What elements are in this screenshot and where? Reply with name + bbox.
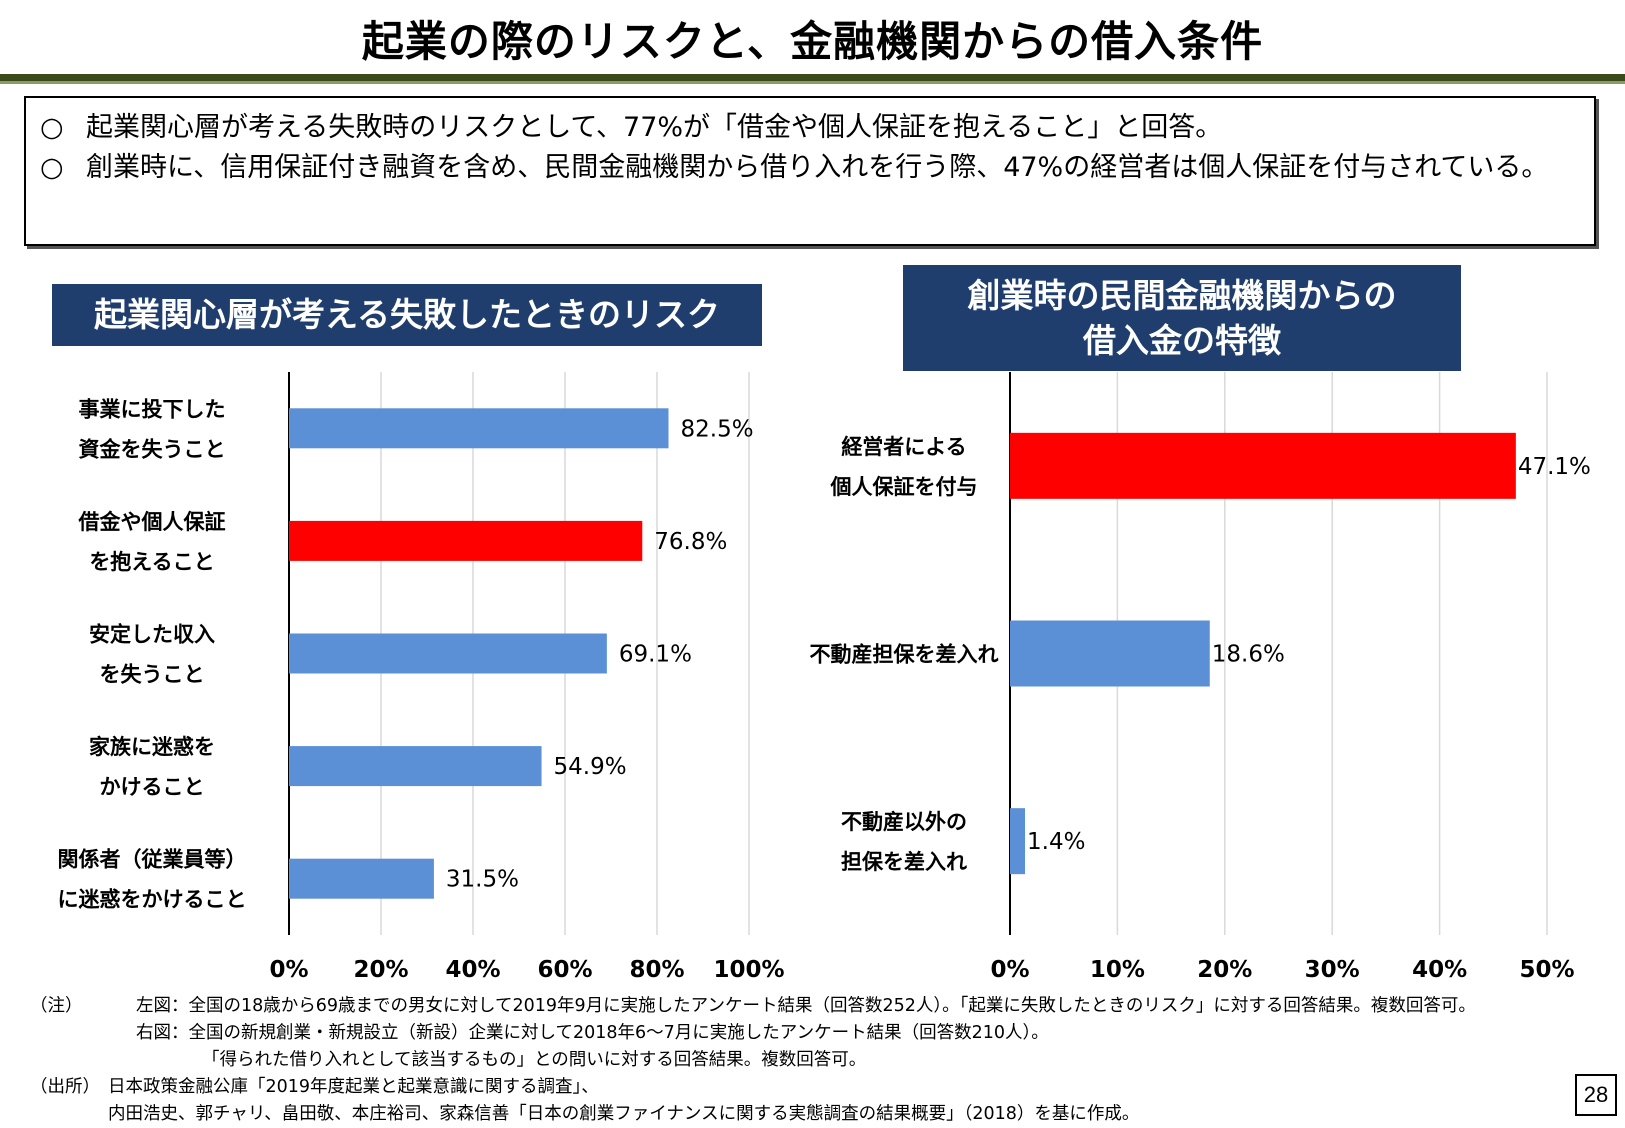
bar bbox=[1010, 620, 1210, 687]
footnote-text: 全国の18歳から69歳までの男女に対して2019年9月に実施したアンケート結果（… bbox=[188, 996, 1476, 1016]
left-chart-title: 起業関心層が考える失敗したときのリスク bbox=[52, 284, 762, 346]
footnote-label: 右図： bbox=[136, 1023, 189, 1043]
x-tick-label: 10% bbox=[1090, 957, 1145, 983]
data-label: 1.4% bbox=[1027, 829, 1085, 855]
footnote-text: 日本政策金融公庫「2019年度起業と起業意識に関する調査」、 bbox=[108, 1077, 599, 1097]
footnote-text: 「得られた借り入れとして該当するもの」との問いに対する回答結果。複数回答可。 bbox=[202, 1050, 867, 1070]
data-label: 82.5% bbox=[681, 416, 754, 442]
bar bbox=[1010, 808, 1026, 875]
circle-bullet-icon: ○ bbox=[40, 112, 64, 143]
right-chart-title-line: 借入金の特徴 bbox=[1083, 321, 1281, 360]
x-tick-label: 0% bbox=[269, 957, 308, 983]
footnote-row: （注） 左図： 全国の18歳から69歳までの男女に対して2019年9月に実施した… bbox=[30, 993, 1570, 1020]
category-label: に迷惑をかけること bbox=[58, 888, 247, 912]
summary-text: 創業時に、信用保証付き融資を含め、民間金融機関から借り入れを行う際、47%の経営… bbox=[86, 152, 1549, 183]
x-tick-label: 0% bbox=[990, 957, 1029, 983]
bar bbox=[289, 408, 669, 449]
footnote-key bbox=[30, 1020, 108, 1047]
category-label: 個人保証を付与 bbox=[830, 475, 978, 499]
summary-bullet: ○ 起業関心層が考える失敗時のリスクとして、77%が「借金や個人保証を抱えること… bbox=[40, 110, 1580, 146]
title-underline bbox=[0, 74, 1625, 81]
category-label: 借金や個人保証 bbox=[78, 510, 226, 534]
footnote-key: （出所） bbox=[30, 1077, 100, 1097]
footnote-row: 内田浩史、郭チャリ、畠田敬、本庄裕司、家森信善「日本の創業ファイナンスに関する実… bbox=[30, 1101, 1570, 1128]
category-label: 安定した収入 bbox=[89, 623, 215, 647]
footnote-label: 左図： bbox=[136, 996, 189, 1016]
category-label: 不動産以外の bbox=[841, 810, 967, 834]
data-label: 47.1% bbox=[1518, 454, 1591, 480]
bar bbox=[289, 520, 643, 561]
data-label: 76.8% bbox=[654, 529, 727, 555]
bar bbox=[289, 858, 434, 899]
category-label: 不動産担保を差入れ bbox=[810, 643, 999, 667]
data-label: 31.5% bbox=[446, 867, 519, 893]
category-label: を失うこと bbox=[100, 663, 205, 687]
right-chart-title: 創業時の民間金融機関からの 借入金の特徴 bbox=[903, 265, 1461, 371]
bar bbox=[289, 746, 542, 787]
category-label: 家族に迷惑を bbox=[89, 735, 215, 759]
summary-text: 起業関心層が考える失敗時のリスクとして、77%が「借金や個人保証を抱えること」と… bbox=[86, 112, 1223, 143]
data-label: 54.9% bbox=[554, 754, 627, 780]
title-underline-accent bbox=[0, 81, 1625, 84]
x-tick-label: 20% bbox=[353, 957, 408, 983]
x-tick-label: 30% bbox=[1305, 957, 1360, 983]
x-tick-label: 60% bbox=[537, 957, 592, 983]
footnotes: （注） 左図： 全国の18歳から69歳までの男女に対して2019年9月に実施した… bbox=[30, 993, 1570, 1128]
footnote-key bbox=[30, 1047, 108, 1074]
category-label: 事業に投下した bbox=[79, 397, 226, 421]
footnote-row: 右図： 全国の新規創業・新規設立（新設）企業に対して2018年6～7月に実施した… bbox=[30, 1020, 1570, 1047]
x-tick-label: 100% bbox=[713, 957, 784, 983]
right-chart-title-line: 創業時の民間金融機関からの bbox=[967, 276, 1397, 315]
data-label: 18.6% bbox=[1212, 642, 1285, 668]
page-title: 起業の際のリスクと、金融機関からの借入条件 bbox=[361, 17, 1264, 66]
summary-box: ○ 起業関心層が考える失敗時のリスクとして、77%が「借金や個人保証を抱えること… bbox=[24, 96, 1596, 246]
category-label: 関係者（従業員等） bbox=[58, 848, 247, 872]
category-label: 経営者による bbox=[841, 435, 966, 459]
footnote-key: （注） bbox=[30, 996, 83, 1016]
footnote-row: （出所） 日本政策金融公庫「2019年度起業と起業意識に関する調査」、 bbox=[30, 1074, 1570, 1101]
x-tick-label: 40% bbox=[1412, 957, 1467, 983]
bar bbox=[1010, 432, 1516, 499]
bar bbox=[289, 633, 607, 674]
x-tick-label: 80% bbox=[629, 957, 684, 983]
category-label: を抱えること bbox=[89, 550, 214, 574]
footnote-text: 全国の新規創業・新規設立（新設）企業に対して2018年6～7月に実施したアンケー… bbox=[188, 1023, 1049, 1043]
category-label: かけること bbox=[100, 775, 205, 799]
footnote-key bbox=[30, 1101, 108, 1128]
footnote-text: 内田浩史、郭チャリ、畠田敬、本庄裕司、家森信善「日本の創業ファイナンスに関する実… bbox=[108, 1104, 1140, 1124]
page-number: 28 bbox=[1575, 1074, 1617, 1116]
category-label: 担保を差入れ bbox=[841, 850, 967, 874]
x-tick-label: 50% bbox=[1519, 957, 1574, 983]
circle-bullet-icon: ○ bbox=[40, 152, 64, 183]
category-label: 資金を失うこと bbox=[79, 437, 226, 461]
x-tick-label: 40% bbox=[445, 957, 500, 983]
footnote-row: 「得られた借り入れとして該当するもの」との問いに対する回答結果。複数回答可。 bbox=[30, 1047, 1570, 1074]
summary-bullet: ○ 創業時に、信用保証付き融資を含め、民間金融機関から借り入れを行う際、47%の… bbox=[40, 150, 1580, 186]
data-label: 69.1% bbox=[619, 642, 692, 668]
x-tick-label: 20% bbox=[1197, 957, 1252, 983]
